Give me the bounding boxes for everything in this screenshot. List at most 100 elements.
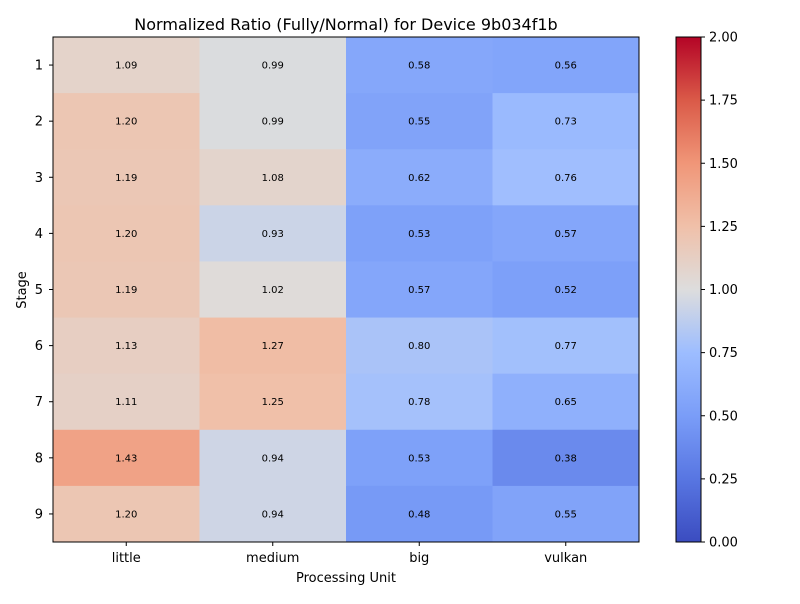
cell-value-label: 0.94 [262, 509, 284, 520]
heatmap-cell [199, 261, 347, 319]
cell-value-label: 0.55 [555, 509, 577, 520]
cell-value-label: 1.20 [115, 229, 137, 240]
cell-value-label: 0.52 [555, 285, 577, 296]
heatmap-cell [53, 429, 200, 487]
cell-value-label: 0.78 [408, 397, 430, 408]
cell-value-label: 0.99 [262, 61, 284, 72]
heatmap-cell [199, 317, 347, 375]
cell-value-label: 0.55 [408, 117, 430, 128]
heatmap-cell [492, 205, 640, 262]
y-tick-label: 5 [35, 283, 43, 298]
colorbar-tick-label: 0.75 [709, 346, 738, 361]
heatmap-cell [492, 317, 640, 375]
y-tick-label: 2 [35, 115, 43, 130]
y-tick-label: 8 [35, 451, 43, 466]
cell-value-label: 0.53 [408, 229, 430, 240]
heatmap-cell [346, 205, 493, 262]
heatmap-cell [199, 485, 347, 543]
heatmap-cell [53, 485, 200, 543]
heatmap-cell-labels: 1.09 0.99 0.58 0.56 1.20 0.99 0.55 0.73 1.19 1.08… [115, 61, 577, 521]
heatmap-cell [53, 373, 200, 431]
cell-value-label: 0.80 [408, 341, 430, 352]
heatmap-cell [492, 485, 640, 543]
heatmap-cell [199, 149, 347, 206]
x-axis-label: Processing Unit [296, 571, 396, 586]
y-tick-label: 7 [35, 395, 43, 410]
cell-value-label: 0.65 [555, 397, 577, 408]
cell-value-label: 0.57 [555, 229, 577, 240]
colorbar-tick-label: 1.50 [709, 157, 738, 172]
cell-value-label: 0.48 [408, 509, 430, 520]
x-tick-label: medium [246, 551, 299, 566]
cell-value-label: 1.20 [115, 509, 137, 520]
cell-value-label: 1.19 [115, 173, 137, 184]
heatmap-cell [492, 149, 640, 206]
cell-value-label: 0.57 [408, 285, 430, 296]
cell-value-label: 0.73 [555, 117, 577, 128]
heatmap-cell [199, 429, 347, 487]
y-tick-label: 1 [35, 59, 43, 74]
cell-value-label: 0.62 [408, 173, 430, 184]
heatmap-cell [53, 93, 200, 150]
colorbar-tick-label: 0.50 [709, 409, 738, 424]
x-tick-label: big [409, 551, 429, 566]
cell-value-label: 0.38 [555, 453, 577, 464]
cell-value-label: 1.43 [115, 453, 137, 464]
cell-value-label: 0.76 [555, 173, 577, 184]
x-tick-label: vulkan [544, 551, 587, 566]
cell-value-label: 1.27 [262, 341, 284, 352]
y-tick-label: 9 [35, 507, 43, 522]
heatmap-cell [346, 37, 493, 94]
x-tick-label: little [112, 551, 141, 566]
colorbar-tick-label: 0.25 [709, 472, 738, 487]
cell-value-label: 1.20 [115, 117, 137, 128]
cell-value-label: 1.25 [262, 397, 284, 408]
heatmap-cell [199, 37, 347, 94]
heatmap-cell [53, 261, 200, 319]
heatmap-cell [346, 373, 493, 431]
colorbar-tick-label: 2.00 [709, 31, 738, 46]
y-tick-label: 4 [35, 227, 43, 242]
cell-value-label: 1.11 [115, 397, 137, 408]
heatmap-cell [199, 93, 347, 150]
y-tick-label: 3 [35, 171, 43, 186]
heatmap-cell [346, 317, 493, 375]
heatmap-cells [53, 37, 640, 543]
heatmap-cell [53, 317, 200, 375]
heatmap-cell [53, 149, 200, 206]
heatmap-cell [492, 261, 640, 319]
cell-value-label: 0.77 [555, 341, 577, 352]
heatmap-cell [346, 93, 493, 150]
heatmap-cell [199, 373, 347, 431]
cell-value-label: 0.53 [408, 453, 430, 464]
colorbar-ticks: 0.00 0.25 0.50 0.75 1.00 1.25 1.50 1.75 2.00 [701, 31, 738, 551]
x-axis-ticks: little medium big vulkan [112, 542, 587, 566]
heatmap-cell [492, 37, 640, 94]
y-tick-label: 6 [35, 339, 43, 354]
heatmap-cell [492, 373, 640, 431]
cell-value-label: 1.09 [115, 61, 137, 72]
cell-value-label: 0.58 [408, 61, 430, 72]
heatmap-cell [492, 429, 640, 487]
heatmap-cell [53, 205, 200, 262]
colorbar-tick-label: 0.00 [709, 536, 738, 551]
colorbar-tick-label: 1.25 [709, 220, 738, 235]
colorbar [675, 36, 702, 543]
cell-value-label: 1.13 [115, 341, 137, 352]
cell-value-label: 1.08 [262, 173, 284, 184]
heatmap-cell [346, 149, 493, 206]
heatmap-cell [346, 429, 493, 487]
cell-value-label: 1.19 [115, 285, 137, 296]
heatmap-cell [346, 485, 493, 543]
heatmap-cell [199, 205, 347, 262]
colorbar-tick-label: 1.00 [709, 283, 738, 298]
cell-value-label: 0.99 [262, 117, 284, 128]
cell-value-label: 0.56 [555, 61, 577, 72]
cell-value-label: 0.94 [262, 453, 284, 464]
heatmap-cell [346, 261, 493, 319]
heatmap-cell [53, 37, 200, 94]
chart-title: Normalized Ratio (Fully/Normal) for Devi… [134, 15, 557, 34]
cell-value-label: 0.93 [262, 229, 284, 240]
y-axis-ticks: 1 2 3 4 5 6 7 8 9 [35, 59, 53, 522]
